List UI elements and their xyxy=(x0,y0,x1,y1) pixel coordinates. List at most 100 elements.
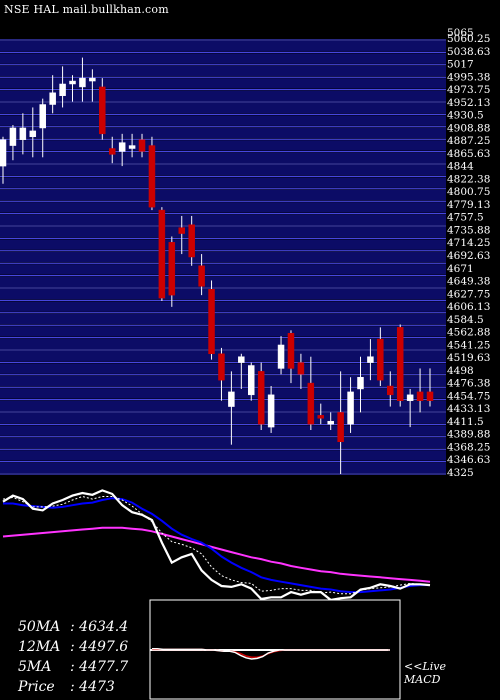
grid-band xyxy=(0,301,446,312)
grid-band xyxy=(0,313,446,325)
price-trace-line xyxy=(2,489,431,602)
candle-down xyxy=(416,391,424,401)
grid-band xyxy=(0,425,446,436)
candle-down xyxy=(307,382,315,425)
price-tick-label: 4606.13 xyxy=(447,301,490,313)
grid-band xyxy=(0,276,446,287)
candle-down xyxy=(158,209,166,299)
price-tick-label: 4346.63 xyxy=(447,454,490,466)
price-tick-label: 5065 xyxy=(447,27,474,39)
ma50-label: 50MA xyxy=(18,619,61,635)
ma50-value: : 4634.4 xyxy=(70,619,129,635)
price-row: Price : 4473 xyxy=(18,677,128,697)
grid-band xyxy=(0,90,446,101)
price-tick-label: 4454.75 xyxy=(447,390,490,402)
grid-band xyxy=(0,78,446,89)
candle-down xyxy=(198,265,205,287)
candlesticks xyxy=(0,57,434,474)
grid-band xyxy=(0,462,446,473)
grid-band xyxy=(0,251,446,263)
candle-up xyxy=(327,420,334,425)
grid-band xyxy=(0,202,446,213)
moving-average-panel xyxy=(2,489,431,602)
candle-down xyxy=(297,362,305,375)
grid-band xyxy=(0,450,446,461)
exchange-label: NSE xyxy=(4,3,30,16)
grid-band xyxy=(0,326,446,337)
candle-down xyxy=(168,242,176,296)
price-tick-label: 4714.25 xyxy=(447,237,490,249)
ma5-value: : 4477.7 xyxy=(70,659,129,675)
candle-up xyxy=(39,104,46,129)
grid-band xyxy=(0,189,446,201)
price-tick-label: 5038.63 xyxy=(447,46,490,58)
grid-band xyxy=(0,227,446,238)
grid-band xyxy=(0,289,446,300)
price-tick-label: 4498 xyxy=(447,365,474,377)
price-tick-label: 4800.75 xyxy=(447,186,490,198)
ma12-label: 12MA xyxy=(18,639,61,655)
price-axis-labels: 50655060.255038.6350174995.384973.754952… xyxy=(447,27,490,479)
grid-band xyxy=(0,400,446,411)
grid-band xyxy=(0,413,446,424)
candle-down xyxy=(208,289,215,355)
candle-down xyxy=(387,385,394,396)
grid-band xyxy=(0,103,446,114)
price-tick-label: 4822.38 xyxy=(447,173,490,185)
candle-up xyxy=(277,344,285,369)
ma5-label: 5MA xyxy=(18,659,52,675)
candle-up xyxy=(228,391,235,407)
macd-label[interactable]: MACD xyxy=(404,673,441,686)
grid-band xyxy=(0,152,446,163)
price-tick-label: 4368.25 xyxy=(447,441,490,453)
live-label[interactable]: <<Live xyxy=(404,660,446,673)
candle-up xyxy=(406,394,414,401)
candle-up xyxy=(118,142,126,152)
grid-band xyxy=(0,375,446,387)
grid-band xyxy=(0,338,446,349)
price-tick-label: 4433.13 xyxy=(447,403,490,415)
candle-down xyxy=(148,145,156,208)
grid-band xyxy=(0,53,446,64)
macd-panel xyxy=(149,599,401,700)
candle-up xyxy=(59,83,66,96)
price-tick-label: 4411.5 xyxy=(447,416,484,428)
moving-average-summary: 50MA : 4634.4 12MA : 4497.6 5MA : 4477.7… xyxy=(18,617,128,697)
price-tick-label: 5017 xyxy=(447,59,474,71)
candle-down xyxy=(337,412,344,442)
price-tick-label: 4779.13 xyxy=(447,199,490,211)
candle-up xyxy=(0,139,7,167)
grid-band xyxy=(0,437,446,449)
candle-up xyxy=(49,92,56,105)
candle-up xyxy=(79,77,86,88)
candle-up xyxy=(69,80,76,85)
grid-band xyxy=(0,239,446,250)
price-tick-label: 4908.88 xyxy=(447,122,490,134)
price-tick-label: 4995.38 xyxy=(447,71,490,83)
candle-up xyxy=(248,365,255,396)
candle-down xyxy=(138,139,146,152)
candle-down xyxy=(108,148,116,155)
candle-up xyxy=(9,127,17,146)
candle-down xyxy=(178,227,185,234)
grid-band xyxy=(0,115,446,126)
price-value: : 4473 xyxy=(70,679,115,695)
live-macd-link[interactable]: <<Live MACD xyxy=(404,660,446,686)
price-tick-label: 4541.25 xyxy=(447,339,490,351)
grid-band xyxy=(0,214,446,225)
price-tick-label: 4757.5 xyxy=(447,212,484,224)
macd-line xyxy=(152,648,390,660)
grid-band xyxy=(0,41,446,52)
price-tick-label: 5060.25 xyxy=(447,33,490,45)
price-tick-label: 4519.63 xyxy=(447,352,490,364)
ma50-row: 50MA : 4634.4 xyxy=(18,617,128,637)
candle-down xyxy=(317,415,325,419)
price-tick-label: 4389.88 xyxy=(447,429,490,441)
price-tick-label: 4887.25 xyxy=(447,135,490,147)
grid-band xyxy=(0,127,446,139)
candle-down xyxy=(218,353,225,381)
candle-up xyxy=(29,130,37,138)
price-tick-label: 4735.88 xyxy=(447,224,490,236)
